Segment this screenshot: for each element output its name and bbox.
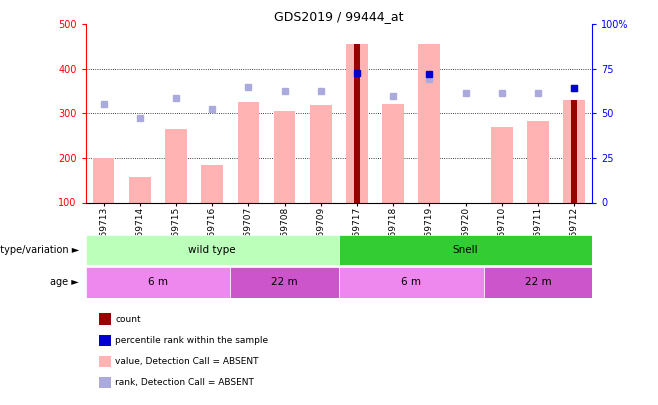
Text: genotype/variation ►: genotype/variation ► [0, 245, 79, 255]
Text: rank, Detection Call = ABSENT: rank, Detection Call = ABSENT [115, 378, 254, 387]
Text: count: count [115, 315, 141, 324]
Text: 22 m: 22 m [271, 277, 298, 288]
Title: GDS2019 / 99444_at: GDS2019 / 99444_at [274, 10, 403, 23]
Bar [93, 158, 114, 202]
Bar [201, 164, 223, 202]
Bar [484, 267, 592, 298]
Bar [418, 44, 440, 203]
Bar [382, 104, 404, 202]
Text: 22 m: 22 m [524, 277, 551, 288]
Bar [346, 44, 368, 203]
Bar [354, 44, 360, 203]
Text: Snell: Snell [453, 245, 478, 255]
Bar [129, 177, 151, 202]
Text: age ►: age ► [50, 277, 79, 288]
Bar [491, 127, 513, 202]
Bar [86, 267, 230, 298]
Bar [527, 122, 549, 202]
Bar [563, 100, 585, 202]
Bar [571, 100, 577, 202]
Bar [310, 105, 332, 202]
Bar [339, 267, 484, 298]
Bar [274, 111, 295, 202]
Bar [339, 235, 592, 265]
Bar [165, 129, 187, 202]
Bar [238, 102, 259, 202]
Text: value, Detection Call = ABSENT: value, Detection Call = ABSENT [115, 357, 259, 366]
Text: 6 m: 6 m [148, 277, 168, 288]
Text: 6 m: 6 m [401, 277, 421, 288]
Bar [86, 235, 339, 265]
Text: percentile rank within the sample: percentile rank within the sample [115, 336, 268, 345]
Bar [230, 267, 339, 298]
Text: wild type: wild type [188, 245, 236, 255]
